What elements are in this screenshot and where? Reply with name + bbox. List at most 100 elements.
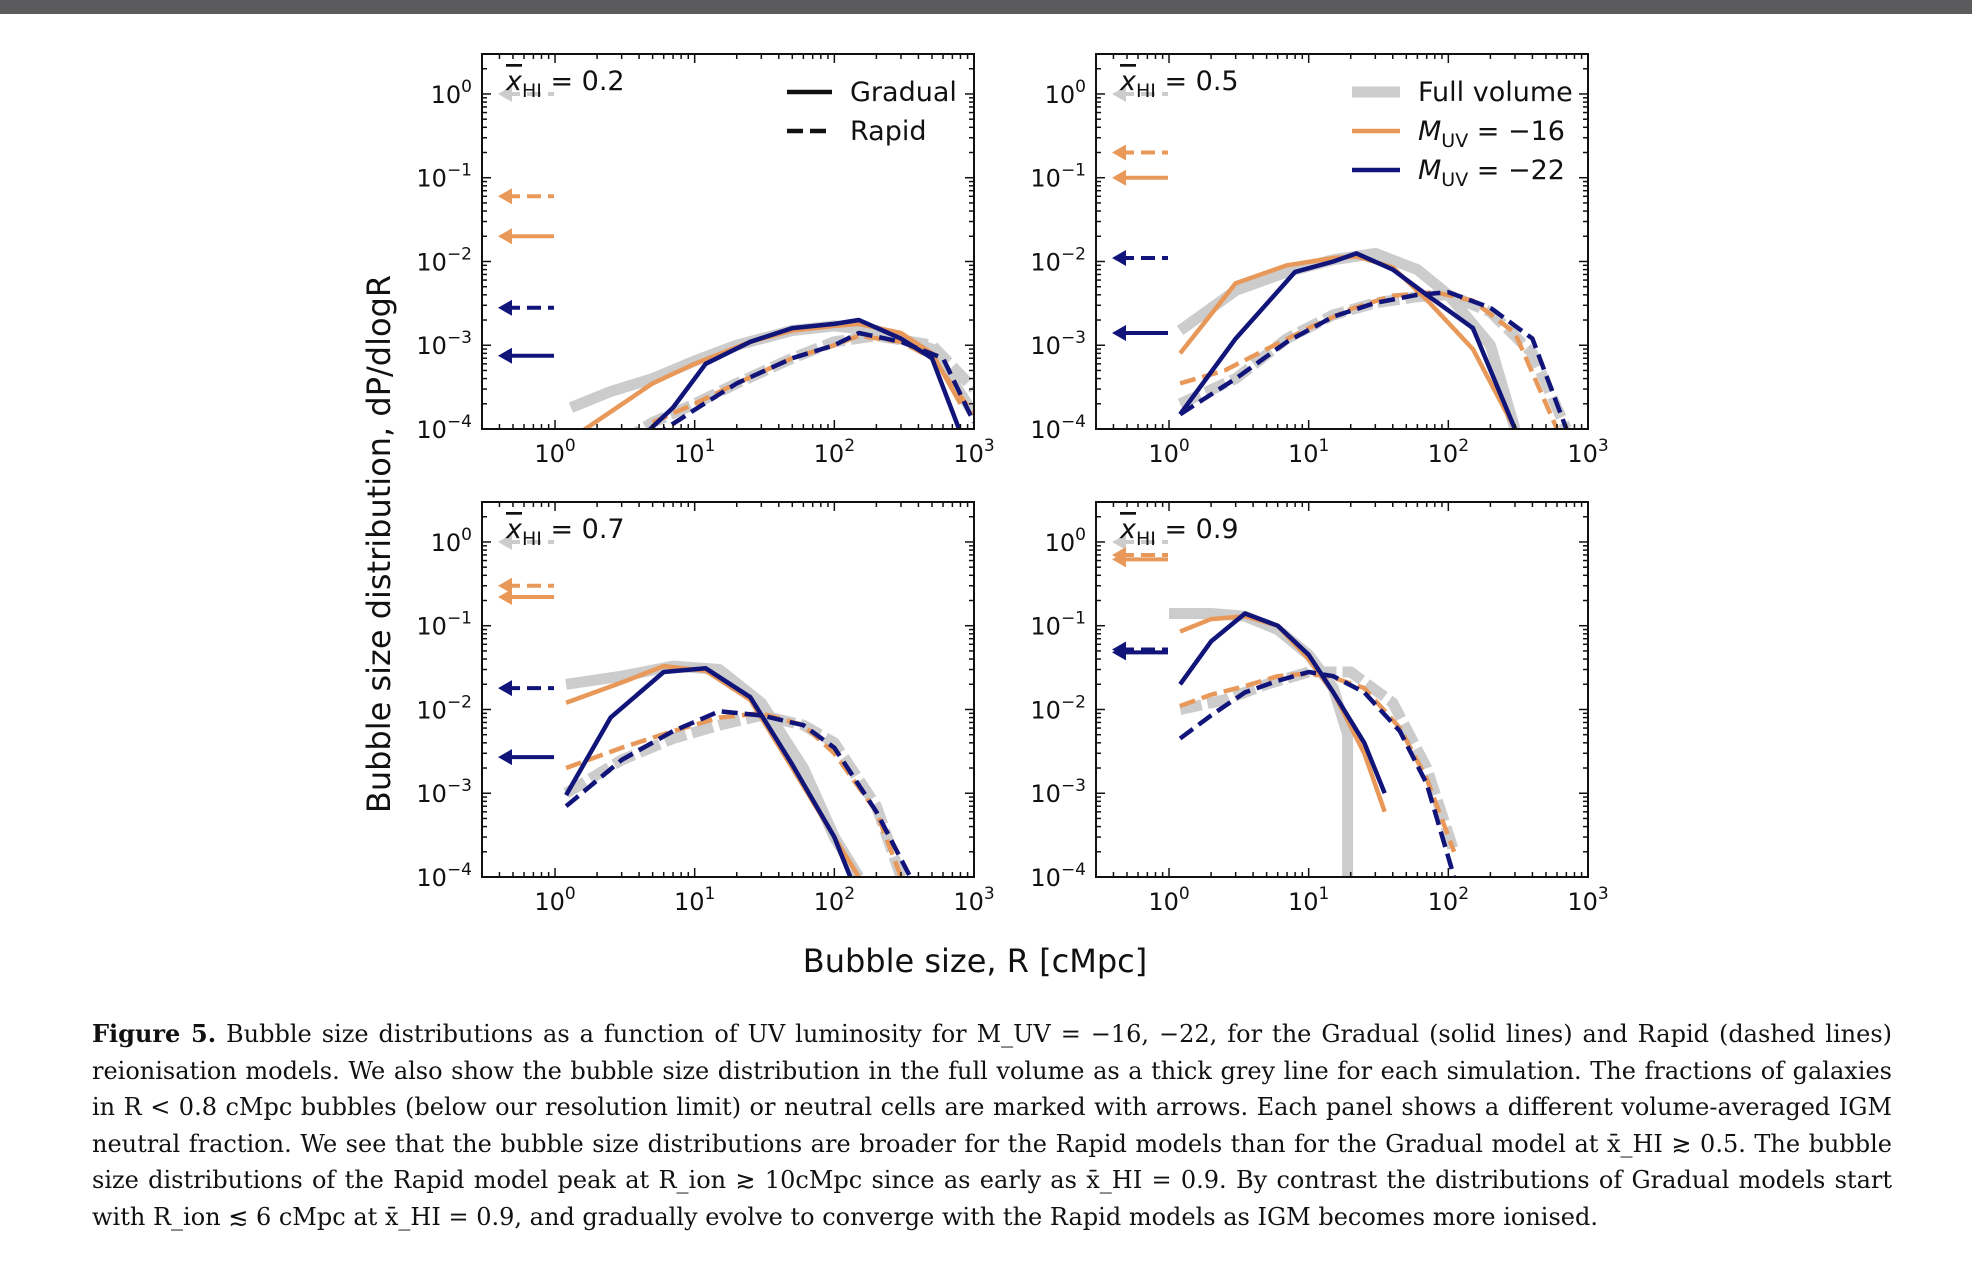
neutral-fraction-arrow (498, 577, 554, 594)
series-line (647, 317, 962, 429)
bubble-size-figure: 100 101 102 103 10−4 10−3 10−2 10−1 100 xHI = 0.2… (360, 53, 1609, 980)
arrow-head (498, 85, 512, 102)
neutral-fraction-arrow (1112, 169, 1168, 186)
x-tick-label: 100 (1148, 884, 1189, 916)
y-tick-label: 10−1 (1030, 609, 1086, 641)
series-line (1178, 669, 1457, 877)
y-tick-label: 10−2 (416, 244, 472, 276)
y-tick-label: 10−2 (1030, 692, 1086, 724)
arrow-head (1112, 144, 1126, 161)
arrow-head (1112, 169, 1126, 186)
series-group (568, 317, 974, 429)
y-tick-label: 10−3 (416, 328, 472, 360)
neutral-fraction-arrow (498, 299, 554, 316)
y-tick-label: 10−2 (1030, 244, 1086, 276)
neutral-fraction-arrow (498, 533, 554, 550)
neutral-fraction-arrow (498, 680, 554, 697)
arrow-head (498, 299, 512, 316)
y-tick-label: 10−3 (416, 776, 472, 808)
series-line (1178, 611, 1387, 795)
series-line (564, 666, 853, 877)
neutral-fraction-arrow (1112, 250, 1168, 267)
x-tick-label: 100 (534, 884, 575, 916)
axes-frame (481, 53, 975, 430)
x-tick-label: 102 (814, 884, 855, 916)
axes-frame (481, 501, 975, 878)
x-tick-label: 102 (814, 436, 855, 468)
neutral-fraction-arrow (498, 85, 554, 102)
x-tick-label: 101 (1288, 436, 1329, 468)
legend-label: MUV = −22 (1418, 155, 1565, 191)
series-line (1178, 254, 1517, 429)
series-line (1178, 666, 1460, 854)
figure-xlabel: Bubble size, R [cMpc] (803, 942, 1147, 980)
series-line (564, 709, 913, 877)
axes-frame (1095, 501, 1589, 878)
y-tick-label: 10−2 (416, 692, 472, 724)
panel-title: xHI = 0.9 (1119, 514, 1239, 550)
legend-label: Gradual (850, 77, 957, 108)
series-line (563, 709, 907, 877)
x-tick-label: 103 (953, 884, 994, 916)
panel-title: xHI = 0.2 (505, 66, 625, 102)
panel-1: 100 101 102 103 10−4 10−3 10−2 10−1 100 xHI = 0.2 (416, 53, 995, 468)
caption-text: Bubble size distributions as a function … (92, 1020, 1892, 1231)
arrow-head (498, 749, 512, 766)
panel-title: xHI = 0.7 (505, 514, 625, 550)
y-tick-label: 10−4 (416, 412, 472, 444)
series-group (563, 660, 913, 877)
x-tick-label: 102 (1428, 436, 1469, 468)
arrow-head (498, 228, 512, 245)
legend-label: Rapid (850, 116, 927, 147)
x-tick-label: 103 (953, 436, 994, 468)
series-group (1176, 247, 1572, 429)
arrow-head (1112, 250, 1126, 267)
y-tick-label: 10−4 (1030, 860, 1086, 892)
panel-2: 100 101 102 103 10−4 10−3 10−2 10−1 100 xHI = 0.5 (1030, 53, 1609, 468)
y-tick-label: 100 (1045, 525, 1086, 557)
series-line (1178, 251, 1518, 429)
arrow-head (498, 680, 512, 697)
arrow-head (498, 188, 512, 205)
series-line (565, 711, 904, 877)
y-tick-label: 10−1 (1030, 161, 1086, 193)
neutral-fraction-arrow (498, 589, 554, 606)
y-tick-label: 10−1 (416, 161, 472, 193)
arrow-head (1112, 551, 1126, 568)
arrow-head (1112, 325, 1126, 342)
x-tick-label: 100 (1148, 436, 1189, 468)
panel-title: xHI = 0.5 (1119, 66, 1239, 102)
x-tick-label: 102 (1428, 884, 1469, 916)
neutral-fraction-arrow (1112, 325, 1168, 342)
caption-label: Figure 5. (92, 1019, 217, 1048)
figure-ylabel: Bubble size distribution, dP/dlogR (360, 275, 398, 813)
y-tick-label: 100 (431, 77, 472, 109)
arrow-head (1112, 85, 1126, 102)
neutral-fraction-arrow (1112, 144, 1168, 161)
arrow-head (498, 589, 512, 606)
x-tick-label: 101 (674, 436, 715, 468)
series-line (1176, 247, 1521, 429)
y-tick-label: 10−4 (1030, 412, 1086, 444)
neutral-fraction-arrow (1112, 533, 1168, 550)
axes-frame (1095, 53, 1589, 430)
arrow-head (498, 577, 512, 594)
x-tick-label: 103 (1567, 436, 1608, 468)
y-tick-label: 10−3 (1030, 776, 1086, 808)
neutral-fraction-arrow (1112, 85, 1168, 102)
y-tick-label: 10−4 (416, 860, 472, 892)
series-line (1169, 608, 1354, 877)
legend-label: Full volume (1418, 77, 1573, 108)
neutral-fraction-arrow (498, 347, 554, 364)
x-tick-label: 101 (1288, 884, 1329, 916)
arrow-head (498, 533, 512, 550)
y-tick-label: 10−3 (1030, 328, 1086, 360)
x-tick-label: 100 (534, 436, 575, 468)
series-group (1169, 608, 1460, 877)
neutral-fraction-arrow (1112, 644, 1168, 661)
arrow-head (1112, 533, 1126, 550)
neutral-fraction-arrow (498, 188, 554, 205)
window-top-bar (0, 0, 1972, 14)
neutral-fraction-arrow (498, 228, 554, 245)
